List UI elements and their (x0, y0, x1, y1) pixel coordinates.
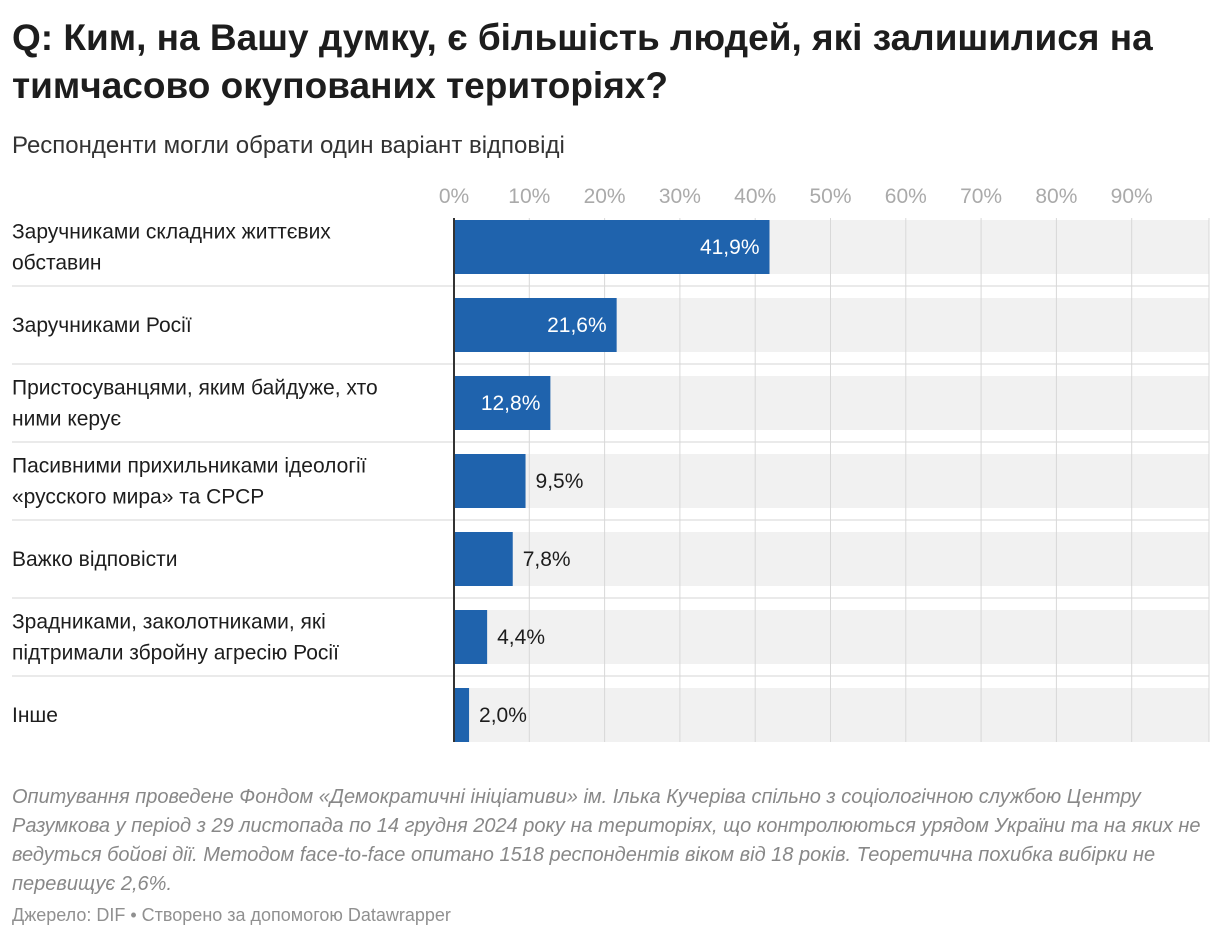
bar-chart-svg: 0% 10% 20% 30% 40% 50% 60% 70% 80% 90% 41,9% Заручн… (12, 185, 1210, 742)
source-credit: Джерело: DIF • Створено за допомогою Dat… (12, 905, 451, 925)
tick-label: 20% (584, 185, 626, 208)
tick-label: 90% (1111, 185, 1153, 208)
tick-label: 10% (508, 185, 550, 208)
bar-track (454, 376, 1209, 430)
category-label: підтримали збройну агресію Росії (12, 642, 339, 665)
bar-track (454, 532, 1209, 586)
category-label: «русского мира» та СРСР (12, 486, 264, 509)
category-label: Пасивними прихильниками ідеології (12, 455, 367, 478)
data-label: 12,8% (481, 392, 541, 415)
bar (454, 298, 617, 352)
category-label: обставин (12, 252, 102, 275)
bar (454, 610, 488, 664)
tick-label: 40% (734, 185, 776, 208)
category-label: Інше (12, 704, 58, 727)
tick-label: 80% (1035, 185, 1077, 208)
chart-title: Q: Ким, на Вашу думку, є більшість людей… (12, 17, 1153, 106)
bar (454, 220, 770, 274)
tick-label: 50% (809, 185, 851, 208)
bar (454, 532, 513, 586)
tick-label: 70% (960, 185, 1002, 208)
data-label: 41,9% (700, 236, 760, 259)
chart-subtitle: Респонденти могли обрати один варіант ві… (12, 132, 565, 159)
bar-track (454, 454, 1209, 508)
category-label: Заручниками складних життєвих (12, 221, 331, 244)
category-label: Зрадниками, заколотниками, які (12, 611, 326, 634)
tick-label: 30% (659, 185, 701, 208)
bar-chart: 0% 10% 20% 30% 40% 50% 60% 70% 80% 90% 41,9% Заручн… (0, 170, 1220, 760)
data-label: 7,8% (523, 548, 571, 571)
tick-label: 0% (439, 185, 469, 208)
data-label: 21,6% (547, 314, 607, 337)
category-label: ними керує (12, 408, 121, 431)
data-label: 4,4% (497, 626, 545, 649)
bar-track (454, 688, 1209, 742)
tick-label: 60% (885, 185, 927, 208)
data-label: 2,0% (479, 704, 527, 727)
category-label: Пристосуванцями, яким байдуже, хто (12, 377, 378, 400)
methodology-note: Опитування проведене Фондом «Демократичн… (12, 786, 1201, 895)
data-label: 9,5% (536, 470, 584, 493)
category-label: Заручниками Росії (12, 314, 192, 337)
bar (454, 688, 470, 742)
bar (454, 454, 526, 508)
category-label: Важко відповісти (12, 548, 177, 571)
bar-track (454, 610, 1209, 664)
bar (454, 376, 551, 430)
